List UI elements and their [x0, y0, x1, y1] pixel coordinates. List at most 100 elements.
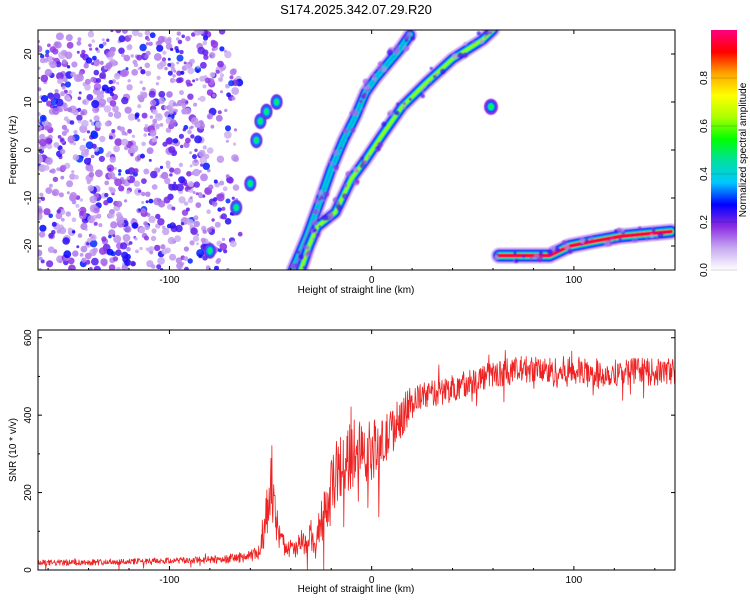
noise-speckle [126, 44, 133, 51]
noise-speckle [137, 32, 143, 38]
noise-speckle [140, 69, 146, 75]
noise-speckle [114, 138, 123, 147]
noise-speckle [38, 231, 46, 238]
noise-speckle [84, 252, 92, 260]
noise-speckle [82, 138, 86, 142]
noise-speckle [149, 115, 153, 119]
snr-y-tick-label: 200 [23, 484, 34, 501]
noise-speckle [108, 135, 113, 140]
noise-speckle [110, 30, 114, 33]
noise-speckle [131, 134, 136, 138]
mode-3-speckle [567, 248, 573, 255]
spectrogram-marks [203, 30, 675, 270]
mode-1-speckle [296, 250, 301, 255]
noise-speckle [214, 221, 221, 228]
noise-speckle [151, 137, 157, 143]
noise-speckle [48, 232, 54, 239]
noise-speckle [44, 125, 50, 131]
noise-speckle [181, 209, 189, 216]
noise-speckle [205, 265, 211, 270]
noise-speckle [219, 73, 225, 78]
noise-speckle [223, 131, 232, 139]
noise-speckle [186, 82, 191, 87]
noise-speckle [194, 135, 203, 144]
noise-speckle [176, 77, 182, 84]
noise-speckle [130, 261, 136, 267]
noise-speckle [88, 157, 92, 161]
noise-speckle [148, 90, 156, 98]
noise-speckle [119, 126, 125, 132]
noise-speckle [185, 137, 191, 144]
mode-1-speckle [319, 195, 325, 200]
noise-speckle [229, 75, 234, 80]
noise-speckle [118, 172, 122, 176]
noise-speckle [202, 145, 207, 150]
noise-speckle [222, 186, 228, 192]
mode-2-speckle [488, 31, 492, 35]
mode-3-speckle [563, 243, 570, 250]
noise-speckle [211, 93, 216, 98]
noise-speckle [116, 266, 121, 270]
noise-speckle [108, 234, 112, 239]
noise-speckle [150, 264, 156, 269]
noise-speckle [72, 142, 76, 146]
noise-speckle [123, 54, 131, 62]
mode-2-speckle [439, 68, 446, 75]
noise-speckle [116, 216, 125, 224]
noise-speckle [206, 209, 211, 214]
noise-speckle [96, 213, 102, 219]
noise-speckle [118, 35, 126, 43]
noise-speckle [137, 118, 141, 123]
noise-speckle [162, 50, 167, 55]
noise-speckle [79, 144, 86, 152]
noise-speckle [89, 47, 93, 51]
noise-speckle [101, 236, 107, 242]
noise-speckle [88, 43, 92, 47]
mode-1-speckle [317, 189, 323, 196]
mode-3-speckle [550, 245, 556, 251]
noise-speckle [180, 222, 185, 226]
noise-speckle [142, 192, 146, 196]
mode-2-speckle [352, 166, 358, 172]
noise-speckle [85, 57, 93, 64]
mode-2-speckle [396, 102, 400, 107]
mode-3-speckle [495, 252, 499, 256]
noise-speckle [137, 67, 141, 71]
noise-speckle [77, 208, 81, 212]
noise-speckle [39, 57, 46, 64]
noise-speckle [124, 226, 132, 233]
noise-speckle [38, 87, 42, 92]
noise-speckle [127, 128, 132, 134]
noise-speckle [210, 124, 215, 129]
mode-2-speckle [321, 214, 328, 221]
noise-speckle [40, 196, 46, 201]
noise-speckle [143, 133, 147, 137]
noise-speckle [74, 174, 79, 180]
noise-speckle [169, 173, 173, 177]
noise-speckle [108, 50, 115, 57]
noise-speckle [225, 174, 230, 179]
noise-speckle [45, 49, 50, 54]
noise-speckle [155, 82, 160, 86]
noise-speckle [101, 38, 105, 42]
noise-speckle [141, 112, 148, 119]
mode-1-speckle [332, 149, 339, 156]
noise-speckle [190, 227, 198, 235]
noise-speckle [113, 145, 120, 153]
mode-3-speckle [514, 258, 519, 263]
noise-speckle [175, 224, 183, 233]
noise-speckle [50, 97, 54, 101]
mode-2-speckle [318, 225, 321, 228]
mode-3-speckle [613, 240, 617, 244]
noise-speckle [155, 213, 161, 220]
noise-speckle [93, 221, 98, 226]
noise-speckle [165, 38, 172, 45]
noise-speckle [81, 119, 89, 128]
noise-speckle [164, 177, 171, 184]
noise-speckle [86, 180, 91, 185]
noise-speckle [178, 176, 186, 184]
noise-speckle [183, 256, 189, 261]
noise-speckle [130, 54, 134, 58]
noise-speckle [227, 176, 234, 184]
noise-speckle [94, 207, 98, 212]
